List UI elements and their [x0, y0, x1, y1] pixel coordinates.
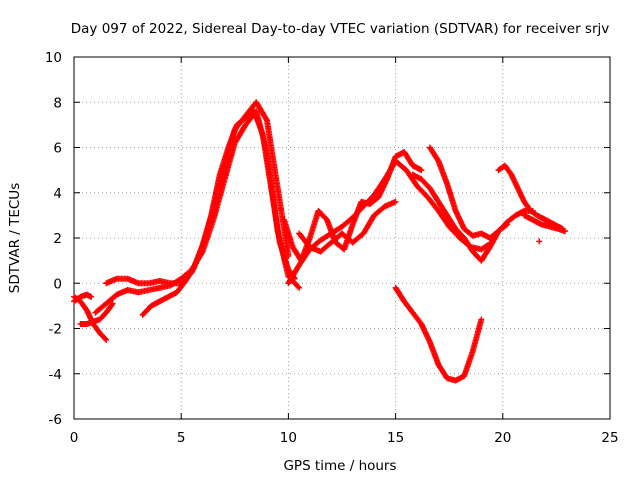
data-point [504, 221, 511, 228]
y-tick-label: -2 [49, 322, 62, 338]
y-tick-label: 0 [53, 276, 62, 292]
y-tick-label: 6 [53, 141, 62, 157]
data-point [263, 116, 270, 123]
y-axis-label: SDTVAR / TECUs [7, 183, 23, 293]
axis-ticks [73, 56, 611, 420]
data-point [102, 335, 109, 342]
data-point [418, 167, 425, 174]
x-tick-label: 10 [280, 430, 297, 446]
data-point [478, 316, 485, 323]
series-arc-late-d [521, 212, 568, 235]
x-tick-labels: 0 5 10 15 20 25 [70, 430, 619, 446]
series-arc-rise-c [139, 108, 298, 318]
series-arc-early-b [77, 300, 116, 327]
data-point [103, 336, 110, 343]
y-tick-label: -6 [49, 412, 62, 428]
series-isolated [536, 238, 543, 245]
y-tick-label: 8 [53, 95, 62, 111]
x-tick-label: 15 [387, 430, 404, 446]
series-arc-neg [392, 284, 485, 384]
data-point [296, 284, 303, 291]
data-point [536, 238, 543, 245]
x-tick-label: 25 [601, 430, 618, 446]
x-axis-label: GPS time / hours [283, 458, 396, 474]
data-point [108, 301, 115, 308]
y-tick-labels: -6 -4 -2 0 2 4 6 8 10 [45, 50, 62, 428]
data-point [295, 283, 302, 290]
data-point [502, 222, 509, 229]
data-marks [71, 99, 568, 384]
data-point [109, 300, 116, 307]
chart-title: Day 097 of 2022, Sidereal Day-to-day VTE… [71, 21, 610, 37]
series-arc-mid-b [281, 149, 425, 264]
data-point [88, 293, 95, 300]
y-tick-label: 2 [53, 231, 62, 247]
series-arc-mid-c [296, 198, 399, 255]
x-tick-label: 5 [177, 430, 186, 446]
series-arc-late-b [409, 171, 511, 264]
data-point [561, 228, 568, 235]
data-point [392, 198, 399, 205]
series-arc-early-c [71, 291, 95, 305]
x-tick-label: 0 [70, 430, 79, 446]
x-tick-label: 20 [494, 430, 511, 446]
y-tick-label: 10 [45, 50, 62, 66]
y-tick-label: 4 [53, 186, 62, 202]
y-tick-label: -4 [49, 367, 62, 383]
grid [74, 57, 610, 419]
